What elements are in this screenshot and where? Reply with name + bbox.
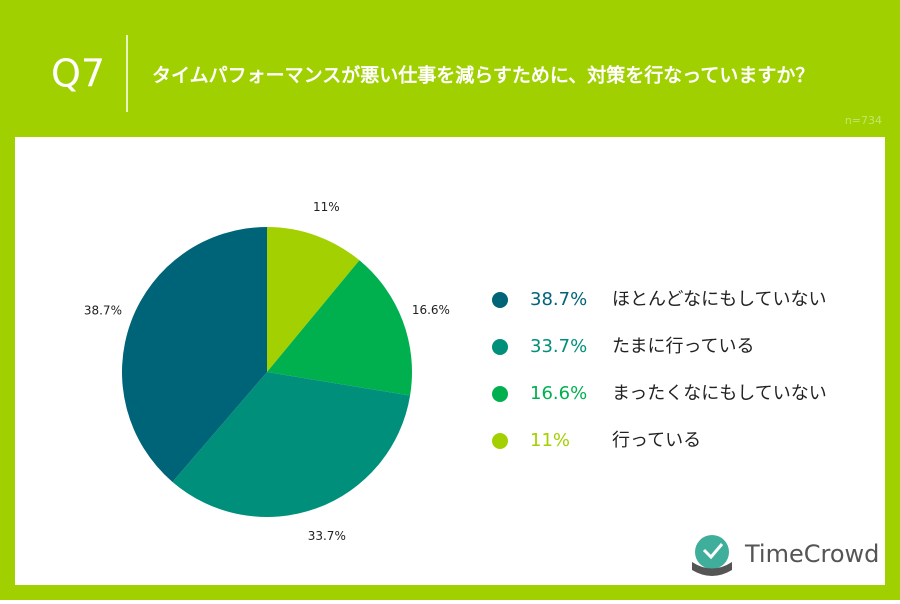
legend-label: 行っている: [612, 430, 701, 451]
legend-label: ほとんどなにもしていない: [612, 289, 827, 310]
sample-size: n=734: [845, 114, 882, 127]
brand-name: TimeCrowd: [744, 540, 879, 568]
legend-value: 11%: [530, 430, 570, 451]
legend-label: たまに行っている: [612, 336, 755, 357]
legend-value: 38.7%: [530, 289, 587, 310]
question-text: タイムパフォーマンスが悪い仕事を減らすために、対策を行なっていますか？: [152, 64, 814, 87]
pie-slice: [267, 227, 360, 372]
slice-label: 38.7%: [84, 304, 122, 318]
pie-slice: [172, 372, 411, 517]
logo-base: [692, 562, 732, 576]
legend-marker: [492, 292, 508, 308]
logo: TimeCrowd: [692, 535, 879, 576]
slice-label: 33.7%: [308, 529, 346, 543]
legend-marker: [492, 339, 508, 355]
legend-label: まったくなにもしていない: [612, 383, 827, 404]
legend-value: 33.7%: [530, 336, 587, 357]
legend-marker: [492, 386, 508, 402]
legend-value: 16.6%: [530, 383, 587, 404]
slice-label: 16.6%: [412, 303, 450, 317]
pie-slice: [267, 260, 412, 396]
question-number: Q7: [51, 52, 105, 96]
slice-label: 11%: [313, 200, 340, 214]
logo-check: [702, 543, 724, 560]
legend-marker: [492, 433, 508, 449]
pie-slice: [122, 227, 267, 482]
pie-chart: 11% 16.6% 33.7% 38.7% 38.7% ほとんどなにもしていない 33.7%…: [84, 200, 827, 543]
logo-icon: [695, 535, 729, 569]
